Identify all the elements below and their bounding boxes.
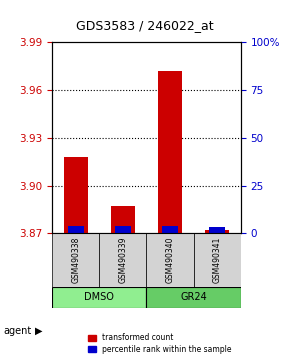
FancyBboxPatch shape bbox=[146, 234, 193, 287]
Bar bbox=[64, 157, 88, 234]
Bar bbox=[162, 225, 178, 234]
Text: GSM490340: GSM490340 bbox=[166, 237, 175, 284]
Text: ▶: ▶ bbox=[35, 326, 42, 336]
FancyBboxPatch shape bbox=[99, 234, 146, 287]
Text: GSM490339: GSM490339 bbox=[118, 237, 127, 284]
Bar bbox=[115, 225, 131, 234]
Text: DMSO: DMSO bbox=[84, 292, 114, 302]
Bar bbox=[158, 71, 182, 234]
Text: agent: agent bbox=[3, 326, 31, 336]
Text: GR24: GR24 bbox=[180, 292, 207, 302]
Legend: transformed count, percentile rank within the sample: transformed count, percentile rank withi… bbox=[88, 333, 231, 354]
FancyBboxPatch shape bbox=[52, 287, 146, 308]
Bar bbox=[209, 227, 225, 234]
FancyBboxPatch shape bbox=[193, 234, 241, 287]
FancyBboxPatch shape bbox=[52, 234, 99, 287]
Text: GSM490338: GSM490338 bbox=[71, 237, 80, 284]
Bar bbox=[205, 230, 229, 234]
Text: GDS3583 / 246022_at: GDS3583 / 246022_at bbox=[76, 19, 214, 32]
Bar bbox=[111, 206, 135, 234]
Bar bbox=[68, 225, 84, 234]
Text: GSM490341: GSM490341 bbox=[213, 237, 222, 284]
FancyBboxPatch shape bbox=[146, 287, 241, 308]
